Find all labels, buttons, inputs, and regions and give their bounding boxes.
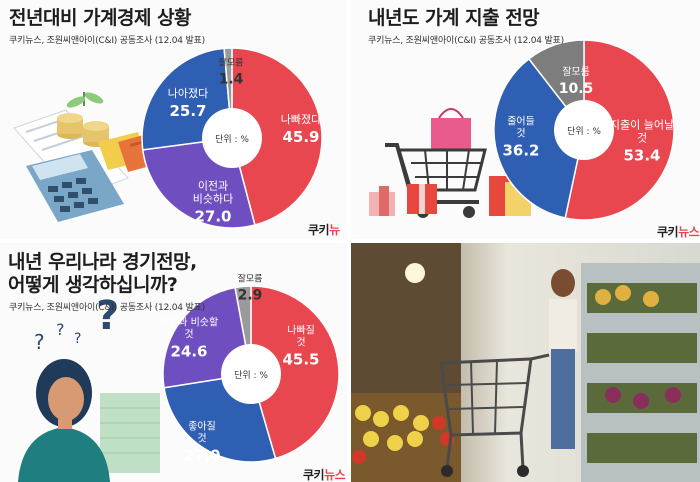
slice-label: 것 xyxy=(296,337,305,349)
slice-label: 지출이 늘어날 xyxy=(610,119,674,132)
logo-accent: 뉴스 xyxy=(329,223,340,237)
slice-value: 10.5 xyxy=(559,81,594,97)
slice-label: 나빠졌다 xyxy=(281,113,321,126)
logo-accent: 뉴스 xyxy=(678,225,700,239)
slice-label: 것 xyxy=(516,128,525,140)
source-note: 쿠키뉴스, 조원씨앤아이(C&I) 공동조사 (12.04 발표) xyxy=(368,36,564,46)
pie-center-label: 단위 : % xyxy=(215,134,249,145)
slice-label: 좋아질 xyxy=(188,421,216,433)
pie-center-label: 단위 : % xyxy=(234,370,268,381)
panel-title: 전년대비 가계경제 상황 xyxy=(9,7,192,29)
illustration-thinking-woman: ? ? ? ? xyxy=(18,293,160,482)
svg-text:?: ? xyxy=(74,331,81,347)
pie-center-hole xyxy=(221,344,281,404)
slice-label: 나빠질 xyxy=(287,325,315,337)
slice-value: 27.0 xyxy=(194,208,231,226)
slice-label: 것 xyxy=(197,433,206,445)
slice-value: 45.9 xyxy=(282,128,319,146)
slice-label: 잘모름 xyxy=(562,66,590,78)
supermarket-photo xyxy=(351,243,700,482)
logo: 쿠키뉴스 xyxy=(308,221,347,239)
slice-value: 53.4 xyxy=(623,147,660,165)
slice-label: 비슷하다 xyxy=(193,192,233,206)
logo-accent: 뉴스 xyxy=(324,468,346,482)
logo: 쿠키뉴스 xyxy=(303,466,346,482)
photo-grocery-shopper xyxy=(351,243,700,482)
pie-center-hole xyxy=(554,100,614,160)
svg-text:?: ? xyxy=(56,320,65,339)
slice-label: 잘모름 xyxy=(219,57,244,69)
slice-label: 것 xyxy=(184,329,193,341)
source-note: 쿠키뉴스, 조원씨앤아이(C&I) 공동조사 (12.04 발표) xyxy=(9,36,205,46)
logo: 쿠키뉴스 xyxy=(657,223,700,239)
slice-value: 24.6 xyxy=(170,343,207,361)
panel-title-line2: 어떻게 생각하십니까? xyxy=(8,274,178,296)
svg-text:?: ? xyxy=(34,330,45,354)
slice-label: 이전과 비슷할 xyxy=(160,317,218,329)
svg-text:?: ? xyxy=(96,293,119,339)
logo-main: 쿠키 xyxy=(657,225,679,239)
pie-slice xyxy=(250,285,340,460)
panel-title: 내년도 가계 지출 전망 xyxy=(368,7,540,29)
slice-value: 25.7 xyxy=(169,102,206,120)
pie-slice xyxy=(564,39,675,221)
slice-value: 36.2 xyxy=(502,142,539,160)
panel-household-spending: 단위 : % 지출이 늘어날 것 53.4 줄어들 것 36.2 잘모름 10.5 내년도 가계… xyxy=(351,0,700,239)
slice-value: 1.4 xyxy=(219,72,244,88)
slice-label: 나아졌다 xyxy=(168,87,208,100)
pie-center-hole xyxy=(202,108,262,168)
source-note: 쿠키뉴스, 조원씨앤아이(C&I) 공동조사 (12.04 발표) xyxy=(9,303,205,313)
slice-value: 27.0 xyxy=(183,447,220,465)
pie-slice xyxy=(231,47,323,226)
logo-main: 쿠키 xyxy=(308,223,330,237)
panel-household-economy: 단위 : % 나빠졌다 45.9 이전과 비슷하다 27.0 나아졌다 25.7 잘모름 1.4 … xyxy=(0,0,347,239)
slice-label: 줄어들 xyxy=(507,116,535,128)
slice-value: 45.5 xyxy=(282,351,319,369)
slice-label: 이전과 xyxy=(198,180,228,193)
logo-main: 쿠키 xyxy=(303,468,325,482)
pie-slice xyxy=(493,57,585,219)
slice-label: 잘모름 xyxy=(238,273,263,285)
panel-title-line1: 내년 우리나라 경기전망, xyxy=(8,251,197,273)
slice-label: 것 xyxy=(637,132,647,145)
panel-economic-outlook: ? ? ? ? 단위 : % 나빠질 것 45.5 좋아질 것 27.0 이전과 비슷할 것 24… xyxy=(0,243,347,482)
pie-center-label: 단위 : % xyxy=(567,126,601,137)
slice-value: 2.9 xyxy=(238,288,263,304)
